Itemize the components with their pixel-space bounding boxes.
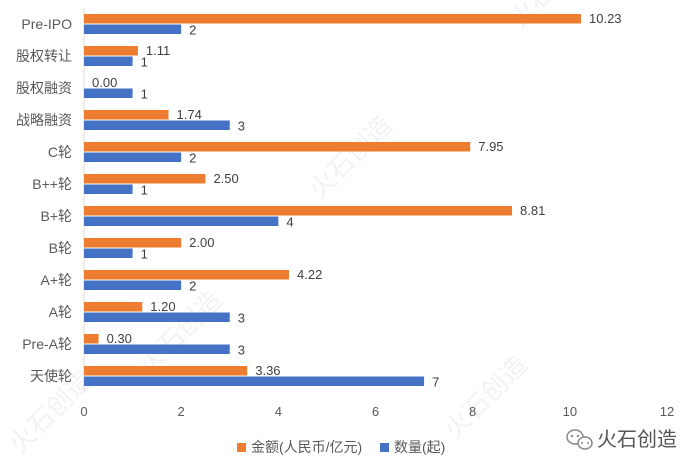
x-tick-label: 12: [660, 404, 674, 419]
data-label-count-股权转让: 1: [141, 55, 148, 70]
category-label-c轮: C轮: [48, 144, 72, 160]
x-tick-label: 6: [372, 404, 379, 419]
legend-swatch-amount: [237, 443, 246, 452]
data-label-count-a-轮: 2: [189, 279, 196, 294]
data-label-count-战略融资: 3: [238, 119, 245, 134]
watermark-text: 火石创造: [134, 285, 229, 380]
data-label-amount-b-轮: 8.81: [520, 203, 545, 218]
brand-footer: 火石创造: [566, 427, 677, 451]
chart-labels: 0 2 4 6 8 10 12Pre-IPO股权转让股权融资战略融资C轮B++轮B+轮B轮A…: [16, 11, 674, 419]
data-label-amount-股权转让: 1.11: [146, 43, 170, 58]
bar-count-战略融资: [84, 120, 230, 130]
category-label-a-轮: A+轮: [40, 272, 72, 288]
bar-count-b-轮: [84, 184, 133, 194]
category-label-b-轮: B+轮: [40, 208, 72, 224]
x-tick-label: 10: [563, 404, 577, 419]
bar-amount-b轮: [84, 238, 182, 248]
bar-amount-股权转让: [84, 46, 138, 56]
category-label-pre-ipo: Pre-IPO: [21, 16, 72, 32]
data-label-amount-b-轮: 2.50: [213, 171, 238, 186]
category-label-战略融资: 战略融资: [16, 112, 72, 128]
data-label-count-pre-a轮: 3: [238, 343, 245, 358]
category-label-天使轮: 天使轮: [30, 368, 72, 384]
data-label-count-a轮: 3: [238, 311, 245, 326]
data-label-amount-战略融资: 1.74: [177, 107, 202, 122]
x-tick-label: 2: [178, 404, 185, 419]
data-label-amount-pre-a轮: 0.30: [107, 331, 132, 346]
bar-amount-a-轮: [84, 270, 290, 280]
legend-swatch-count: [380, 443, 389, 452]
bar-count-pre-ipo: [84, 24, 182, 34]
bar-amount-b-轮: [84, 206, 513, 216]
bar-amount-b-轮: [84, 174, 206, 184]
data-label-amount-b轮: 2.00: [189, 235, 214, 250]
data-label-count-b轮: 1: [141, 247, 148, 262]
bar-amount-pre-ipo: [84, 14, 582, 24]
x-tick-label: 4: [275, 404, 282, 419]
bar-count-pre-a轮: [84, 344, 230, 354]
bar-amount-战略融资: [84, 110, 169, 120]
chart-bars: [84, 14, 582, 386]
bar-count-股权融资: [84, 88, 133, 98]
data-label-amount-a轮: 1.20: [150, 299, 175, 314]
watermark-layer: 火石创造火石创造火石创造火石创造火石创造: [4, 0, 599, 460]
data-label-count-b-轮: 4: [286, 215, 293, 230]
x-tick-label: 8: [469, 404, 476, 419]
data-label-count-pre-ipo: 2: [189, 23, 196, 38]
chart-legend: 金额(人民币/亿元) 数量(起): [237, 439, 445, 455]
data-label-amount-a-轮: 4.22: [297, 267, 322, 282]
bar-amount-a轮: [84, 302, 143, 312]
bar-amount-天使轮: [84, 366, 248, 376]
data-label-amount-c轮: 7.95: [478, 139, 503, 154]
category-label-股权融资: 股权融资: [16, 80, 72, 96]
watermark-text: 火石创造: [304, 110, 399, 205]
category-label-b-轮: B++轮: [32, 176, 72, 192]
data-label-amount-pre-ipo: 10.23: [589, 11, 622, 26]
category-label-a轮: A轮: [49, 304, 72, 320]
data-label-amount-股权融资: 0.00: [92, 75, 117, 90]
bar-count-b-轮: [84, 216, 279, 226]
category-label-pre-a轮: Pre-A轮: [22, 336, 72, 352]
bar-count-a轮: [84, 312, 230, 322]
bar-amount-c轮: [84, 142, 471, 152]
data-label-amount-天使轮: 3.36: [255, 363, 280, 378]
wechat-icon: [566, 429, 593, 450]
x-tick-label: 0: [80, 404, 87, 419]
bar-count-c轮: [84, 152, 182, 162]
data-label-count-b-轮: 1: [141, 183, 148, 198]
data-label-count-天使轮: 7: [432, 375, 439, 390]
legend-label-count: 数量(起): [394, 439, 445, 455]
bar-count-a-轮: [84, 280, 182, 290]
data-label-count-股权融资: 1: [141, 87, 148, 102]
watermark-text: 火石创造: [439, 350, 534, 445]
data-label-count-c轮: 2: [189, 151, 196, 166]
bar-count-股权转让: [84, 56, 133, 66]
bar-count-b轮: [84, 248, 133, 258]
legend-label-amount: 金额(人民币/亿元): [251, 439, 362, 455]
category-label-b轮: B轮: [49, 240, 72, 256]
bar-count-天使轮: [84, 376, 425, 386]
category-label-股权转让: 股权转让: [16, 48, 72, 64]
brand-text: 火石创造: [597, 427, 677, 451]
bar-amount-pre-a轮: [84, 334, 99, 344]
